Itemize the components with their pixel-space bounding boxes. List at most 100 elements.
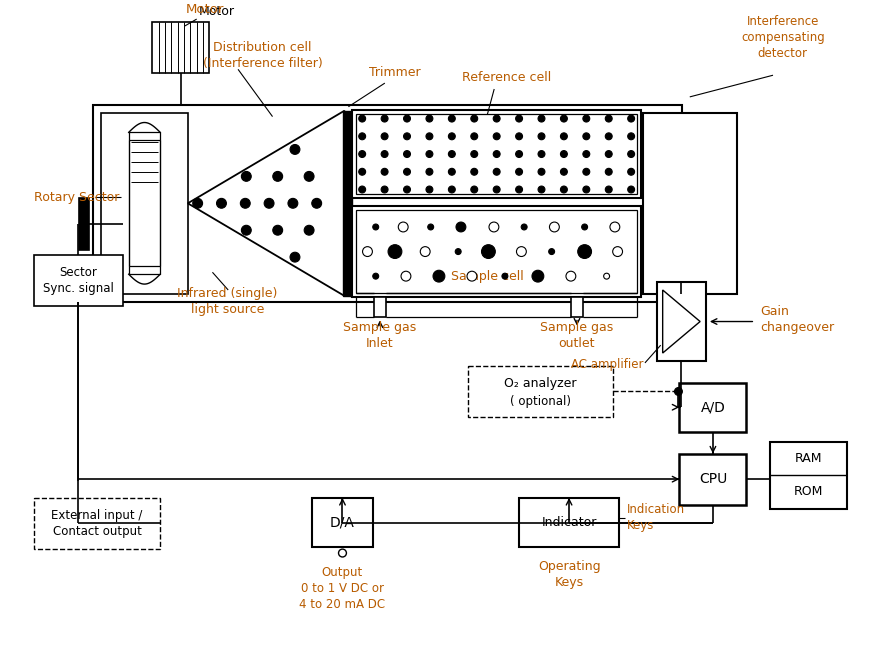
Text: Sample gas
Inlet: Sample gas Inlet [343,321,416,350]
Bar [657,282,706,361]
Circle shape [549,222,559,232]
Circle shape [426,133,433,140]
Text: External input /
Contact output: External input / Contact output [51,509,143,538]
Circle shape [399,222,408,232]
Circle shape [583,133,590,140]
Circle shape [304,172,314,181]
Text: Interference
compensating
detector: Interference compensating detector [741,16,825,60]
Bar [679,454,746,505]
Circle shape [388,244,402,259]
Circle shape [538,151,545,157]
Text: CPU: CPU [699,472,727,486]
Text: D/A: D/A [330,515,355,530]
Circle shape [603,273,609,279]
Circle shape [560,151,567,157]
Circle shape [613,246,623,257]
Bar [770,442,847,509]
Circle shape [381,133,388,140]
Circle shape [605,151,612,157]
Bar [79,198,89,250]
Bar [571,297,583,317]
Circle shape [482,244,496,259]
Circle shape [516,115,522,122]
Circle shape [363,246,372,257]
Text: O₂ analyzer: O₂ analyzer [505,377,577,390]
Circle shape [493,133,500,140]
Circle shape [273,226,282,235]
Circle shape [560,168,567,176]
Text: AC amplifier: AC amplifier [572,358,644,371]
Circle shape [516,133,522,140]
Text: A/D: A/D [700,400,725,414]
Circle shape [448,168,455,176]
Circle shape [433,270,445,282]
Circle shape [628,168,634,176]
Circle shape [538,186,545,193]
Bar [101,112,188,294]
Text: Indication
Keys: Indication Keys [627,503,685,532]
Circle shape [193,198,203,208]
Circle shape [605,133,612,140]
Circle shape [675,387,683,395]
Text: RAM: RAM [795,452,822,465]
Circle shape [538,115,545,122]
Circle shape [448,115,455,122]
Bar [129,266,161,274]
Circle shape [359,115,366,122]
Circle shape [404,151,410,157]
Circle shape [404,186,410,193]
Text: Motor: Motor [186,3,224,16]
Circle shape [359,168,366,176]
Circle shape [489,222,499,232]
Circle shape [605,168,612,176]
Circle shape [549,248,555,255]
Circle shape [516,151,522,157]
Text: Gain
changeover: Gain changeover [760,305,834,334]
Circle shape [560,133,567,140]
Circle shape [290,252,300,262]
Text: Sector
Sync. signal: Sector Sync. signal [43,266,114,294]
Circle shape [493,115,500,122]
Circle shape [456,222,466,232]
Circle shape [241,198,250,208]
Text: Operating
Keys: Operating Keys [538,560,601,589]
Circle shape [502,273,508,279]
Circle shape [471,133,478,140]
Circle shape [628,151,634,157]
Circle shape [538,133,545,140]
Circle shape [448,151,455,157]
Circle shape [467,271,477,281]
Circle shape [404,115,410,122]
Circle shape [493,186,500,193]
Bar [343,111,352,296]
Bar [679,383,746,432]
Circle shape [493,168,500,176]
Circle shape [560,186,567,193]
Bar [356,114,637,194]
Circle shape [273,172,282,181]
Circle shape [628,186,634,193]
Bar [352,110,641,198]
Circle shape [628,115,634,122]
Circle shape [517,246,527,257]
Circle shape [583,151,590,157]
Circle shape [426,151,433,157]
Circle shape [560,115,567,122]
Circle shape [471,151,478,157]
Circle shape [304,226,314,235]
Circle shape [373,273,378,279]
Circle shape [532,270,544,282]
Bar [374,297,385,317]
Text: Sample cell: Sample cell [451,270,524,283]
Text: ( optional): ( optional) [510,395,571,408]
Circle shape [455,248,461,255]
Text: Reference cell: Reference cell [462,71,551,84]
Text: Motor: Motor [198,5,235,18]
Circle shape [359,186,366,193]
Circle shape [242,172,251,181]
Circle shape [217,198,227,208]
Circle shape [381,168,388,176]
Circle shape [339,549,347,557]
Bar [312,498,373,547]
Circle shape [373,224,378,230]
